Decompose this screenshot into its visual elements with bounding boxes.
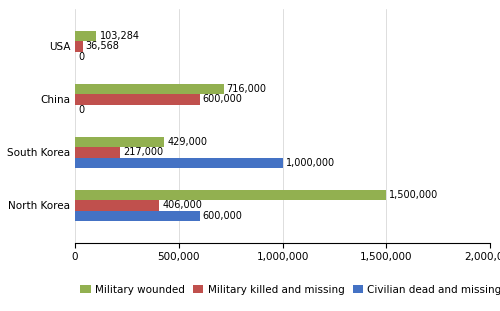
Text: 0: 0 — [78, 105, 84, 115]
Bar — [75, 147, 120, 158]
Text: 103,284: 103,284 — [100, 31, 140, 41]
Text: 0: 0 — [78, 52, 84, 62]
Text: 429,000: 429,000 — [167, 137, 207, 147]
Bar — [75, 41, 82, 52]
Bar — [75, 200, 159, 211]
Text: 716,000: 716,000 — [226, 84, 266, 94]
Text: 36,568: 36,568 — [86, 41, 119, 51]
Bar — [75, 137, 164, 147]
Bar — [75, 211, 200, 221]
Text: 406,000: 406,000 — [162, 201, 202, 211]
Text: 600,000: 600,000 — [202, 95, 242, 104]
Bar — [75, 190, 386, 200]
Text: 1,000,000: 1,000,000 — [286, 158, 335, 168]
Bar — [75, 30, 96, 41]
Bar — [75, 158, 282, 168]
Text: 600,000: 600,000 — [202, 211, 242, 221]
Bar — [75, 94, 200, 105]
Text: 217,000: 217,000 — [123, 147, 164, 157]
Bar — [75, 84, 224, 94]
Text: 1,500,000: 1,500,000 — [390, 190, 438, 200]
Legend: Military wounded, Military killed and missing, Civilian dead and missing: Military wounded, Military killed and mi… — [76, 281, 500, 299]
